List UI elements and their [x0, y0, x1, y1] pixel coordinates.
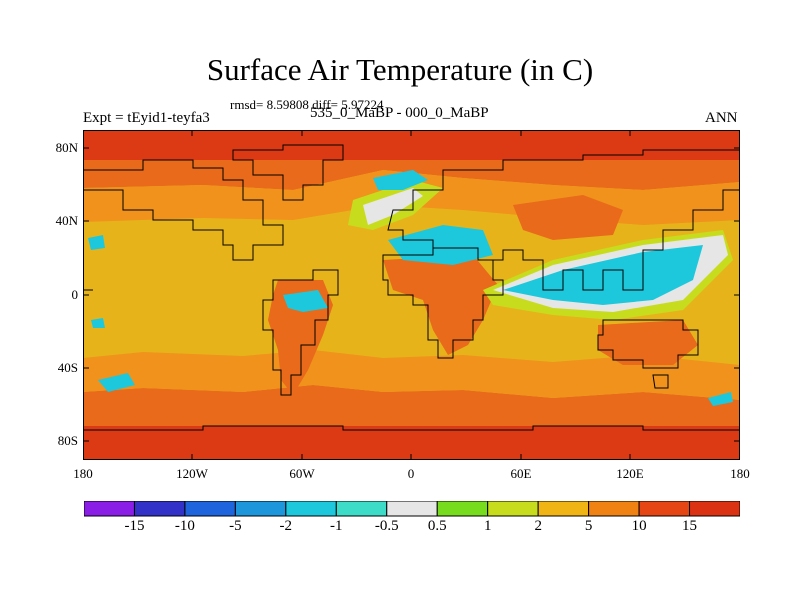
- colorbar-box: [84, 501, 135, 517]
- colorbar: [84, 501, 740, 517]
- colorbar-box: [234, 501, 287, 517]
- field-greenland-cool: [373, 170, 428, 190]
- colorbar-box: [436, 501, 489, 517]
- colorbar-label: 10: [631, 518, 647, 534]
- coastlines: [83, 144, 740, 431]
- colorbar-box: [487, 501, 539, 517]
- field-africa: [383, 255, 498, 355]
- field-north-warm: [83, 160, 740, 190]
- field-atlantic-cool: [363, 188, 423, 225]
- map-ticks: [83, 130, 740, 460]
- field-pacific-cool: [283, 290, 328, 312]
- colorbar-box: [689, 501, 740, 517]
- lon-label-60e: 60E: [510, 466, 532, 481]
- field-south-pacific-cool: [98, 373, 135, 392]
- field-southeast-cool: [708, 392, 733, 406]
- lon-label-180e: 180: [730, 466, 750, 481]
- colorbar-label: 2: [534, 518, 542, 534]
- colorbar-label: -1: [330, 518, 343, 534]
- stats-text: rmsd= 8.59808 diff= 5.97224: [230, 97, 384, 112]
- colorbar-label: 1: [483, 518, 492, 534]
- colorbar-box: [133, 501, 186, 517]
- colorbar-box: [386, 501, 438, 517]
- experiment-label: Expt = tEyid1-teyfa3: [83, 110, 210, 126]
- map-title: Surface Air Temperature (in C): [206, 52, 594, 87]
- colorbar-label: -5: [229, 518, 242, 534]
- lat-label-80s: 80S: [57, 433, 78, 448]
- colorbar-label: 5: [584, 518, 593, 534]
- colorbar-box: [184, 501, 236, 517]
- field-small-cool: [91, 318, 105, 328]
- colorbar-box: [588, 501, 640, 517]
- colorbar-label: -0.5: [374, 518, 399, 534]
- lat-label-40n: 40N: [55, 213, 78, 228]
- lat-label-40s: 40S: [57, 360, 78, 375]
- colorbar-box: [335, 501, 388, 517]
- season-label: ANN: [705, 110, 738, 126]
- colorbar-label: -2: [279, 518, 293, 534]
- colorbar-label: -15: [124, 518, 145, 534]
- lon-label-0: 0: [407, 466, 415, 481]
- field-south-mid: [83, 350, 740, 400]
- lat-label-0: 0: [71, 287, 79, 302]
- lat-label-80n: 80N: [55, 140, 78, 155]
- temperature-map: [83, 130, 740, 460]
- colorbar-box: [537, 501, 590, 517]
- field-australia: [598, 320, 698, 365]
- period-label: 535_0_MaBP - 000_0_MaBP: [310, 105, 489, 121]
- lon-label-180w: 180: [73, 466, 93, 481]
- colorbar-box: [285, 501, 337, 517]
- lon-label-60w: 60W: [289, 466, 315, 481]
- colorbar-label: 15: [682, 518, 697, 534]
- colorbar-label: 0.5: [427, 518, 447, 534]
- colorbar-label: -10: [174, 518, 195, 534]
- lon-label-120e: 120E: [616, 466, 644, 481]
- colorbar-box: [638, 501, 691, 517]
- field-west-pacific-cool: [88, 235, 105, 250]
- field-east-asia: [513, 195, 623, 240]
- lon-label-120w: 120W: [176, 466, 208, 481]
- field-south-warm: [83, 385, 740, 426]
